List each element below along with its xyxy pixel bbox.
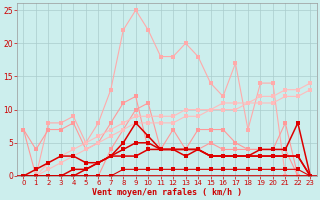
X-axis label: Vent moyen/en rafales ( km/h ): Vent moyen/en rafales ( km/h )	[92, 188, 242, 197]
